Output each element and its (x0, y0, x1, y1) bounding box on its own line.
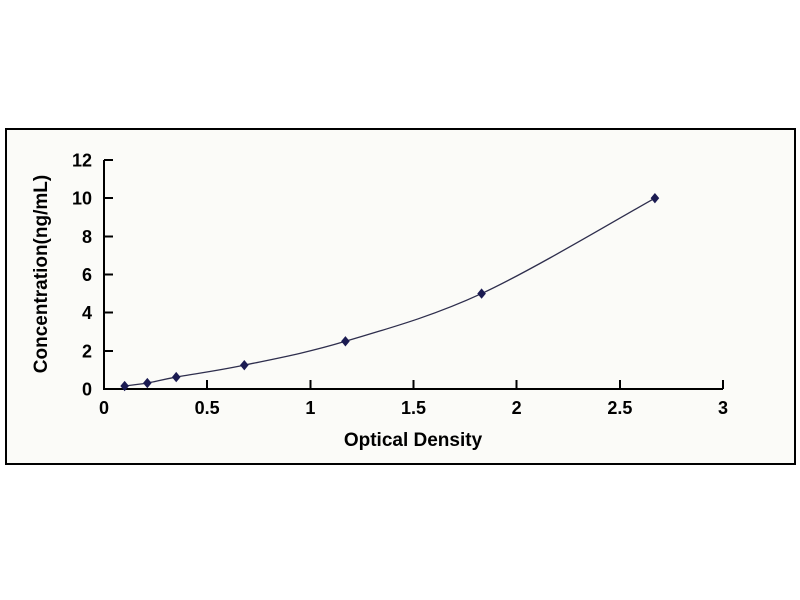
y-tick-label: 8 (82, 227, 92, 247)
x-tick-label: 1 (305, 398, 315, 418)
x-tick-label: 0.5 (195, 398, 220, 418)
data-point-marker (650, 192, 660, 204)
chart-frame: 0 0.5 1 1.5 2 2.5 3 0 2 4 6 8 10 12 Optical Density C… (5, 128, 796, 465)
y-tick-label: 10 (72, 189, 92, 209)
y-tick-label: 0 (82, 380, 92, 400)
x-tick-label: 3 (718, 398, 728, 418)
x-tick-label: 2.5 (607, 398, 632, 418)
series-line (124, 197, 656, 387)
x-axis-title: Optical Density (344, 430, 483, 451)
axis-spine (103, 160, 723, 390)
y-tick-label: 4 (82, 303, 92, 323)
x-tick-label: 0 (99, 398, 109, 418)
x-tick-label: 2 (512, 398, 522, 418)
data-point-marker (477, 288, 486, 299)
y-tick-label: 12 (72, 151, 92, 171)
plot-area: 0 0.5 1 1.5 2 2.5 3 0 2 4 6 8 10 12 (72, 151, 728, 419)
standard-curve-svg: 0 0.5 1 1.5 2 2.5 3 0 2 4 6 8 10 12 Optical Density C… (31, 151, 728, 452)
y-tick-label: 2 (82, 341, 92, 361)
data-point-marker (341, 336, 350, 347)
y-tick-label: 6 (82, 265, 92, 285)
data-point-marker (171, 371, 181, 383)
data-point-marker (120, 380, 129, 392)
y-axis-title: Concentration(ng/mL) (31, 175, 52, 373)
x-tick-label: 1.5 (401, 398, 426, 418)
data-point-marker (143, 377, 152, 389)
data-point-marker (240, 359, 249, 371)
